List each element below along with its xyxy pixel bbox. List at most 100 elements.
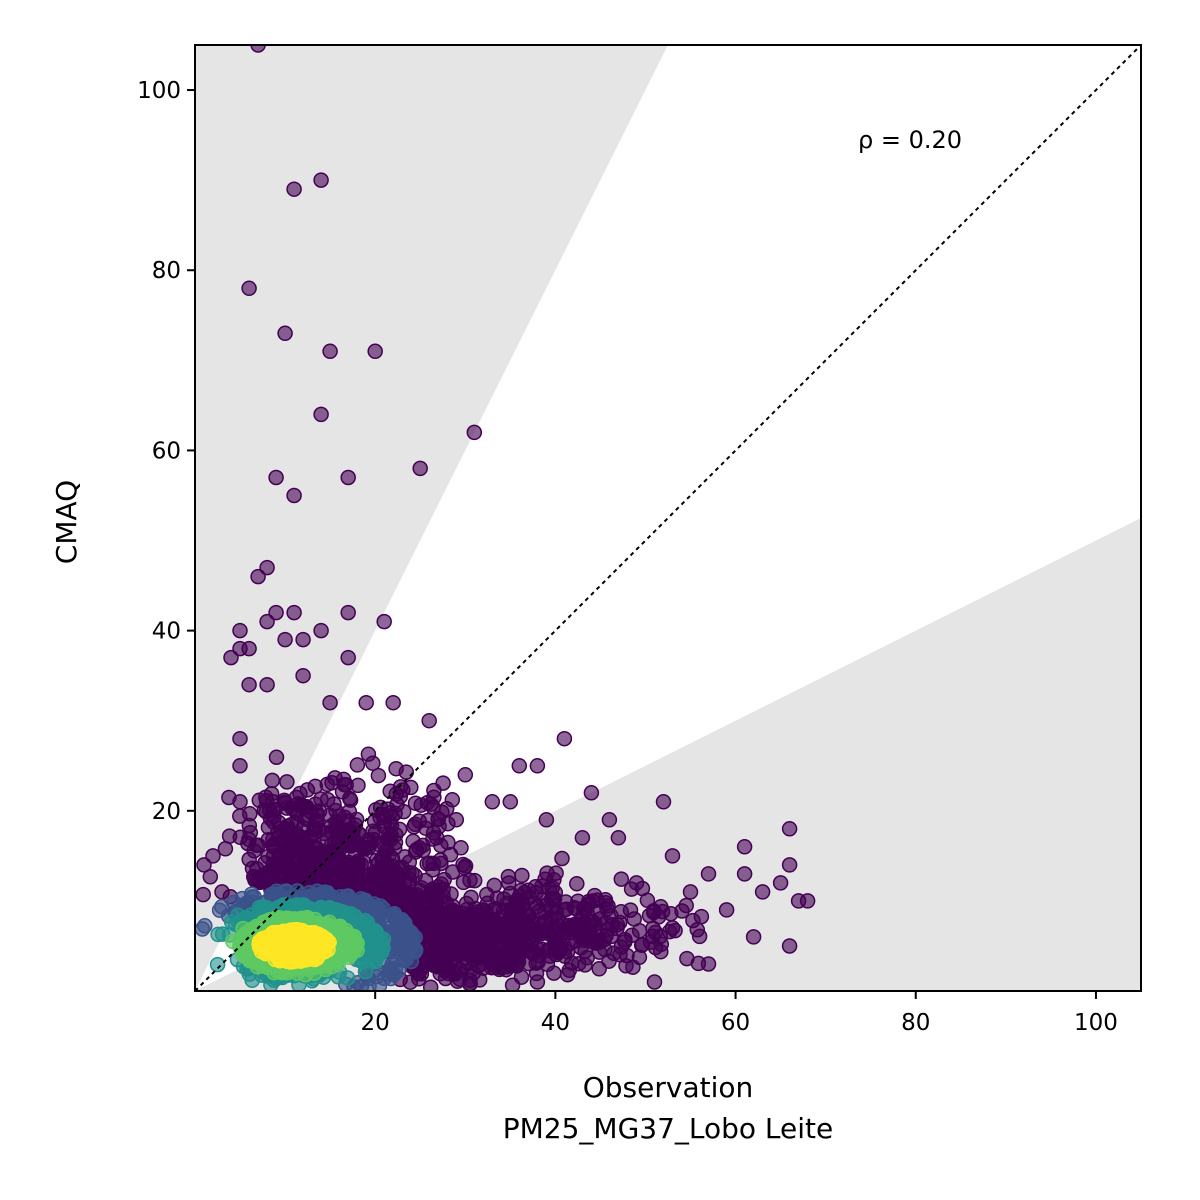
data-point <box>232 622 248 639</box>
shade-upper-region <box>195 45 668 991</box>
x-axis-label: Observation <box>583 1071 754 1104</box>
data-point <box>556 730 573 747</box>
data-point <box>613 871 630 887</box>
data-point <box>232 758 248 774</box>
data-point <box>538 812 555 828</box>
data-point <box>754 884 771 900</box>
data-point <box>279 774 295 790</box>
data-point <box>718 902 735 918</box>
y-axis-label: CMAQ <box>50 480 83 564</box>
data-point <box>554 850 570 867</box>
data-point <box>413 797 429 813</box>
data-point <box>406 819 422 835</box>
data-point <box>745 929 762 945</box>
data-point <box>217 841 234 857</box>
data-point <box>422 979 439 991</box>
data-point <box>195 921 211 937</box>
data-point <box>385 694 401 711</box>
data-point <box>232 808 248 824</box>
one-to-one-line <box>195 45 1141 991</box>
data-point <box>250 45 266 53</box>
y-tick-label: 60 <box>152 438 181 464</box>
data-point <box>376 613 392 630</box>
data-point <box>679 950 695 967</box>
data-point <box>264 772 281 789</box>
data-point <box>626 911 642 927</box>
y-axis-ticks: 20 40 60 80 100 <box>137 78 195 825</box>
data-point <box>287 938 304 954</box>
data-point <box>259 559 275 576</box>
data-point <box>639 892 656 909</box>
data-point <box>781 857 798 873</box>
data-point <box>601 812 618 828</box>
data-point <box>259 613 275 630</box>
y-tick-label: 20 <box>152 799 181 825</box>
data-point <box>195 886 211 903</box>
data-point <box>646 974 663 990</box>
data-point <box>610 830 627 846</box>
data-point <box>502 794 519 810</box>
data-point <box>569 875 585 892</box>
data-point <box>196 857 212 873</box>
data-point <box>295 667 311 684</box>
y-tick-label: 40 <box>152 619 181 645</box>
data-point <box>241 280 257 297</box>
rho-annotation: ρ = 0.20 <box>858 126 962 154</box>
x-axis-ticks: 20 40 60 80 100 <box>361 991 1118 1036</box>
data-point <box>398 764 415 780</box>
plot-frame <box>194 44 1142 992</box>
data-point <box>504 977 521 991</box>
x-tick-label: 60 <box>721 1010 750 1036</box>
data-point <box>340 469 356 486</box>
data-point <box>358 694 374 711</box>
data-point <box>223 649 239 666</box>
y-tick-label: 80 <box>152 258 181 284</box>
data-point <box>685 912 701 929</box>
data-point <box>514 867 530 884</box>
data-point <box>370 767 387 784</box>
x-tick-label: 80 <box>901 1010 930 1036</box>
data-point <box>421 712 437 729</box>
data-point <box>484 794 501 810</box>
data-point <box>682 884 699 900</box>
data-point <box>313 172 329 188</box>
data-point <box>781 938 798 954</box>
data-point <box>623 881 640 897</box>
data-point <box>209 956 226 973</box>
data-point <box>466 424 483 441</box>
data-point <box>277 325 293 342</box>
data-point <box>425 862 441 878</box>
y-tick-label: 100 <box>137 78 181 104</box>
data-point <box>277 631 293 648</box>
data-point <box>457 767 474 783</box>
data-point <box>340 649 356 666</box>
data-point <box>529 758 546 774</box>
data-point <box>268 469 284 486</box>
data-point <box>736 866 753 882</box>
x-tick-label: 40 <box>541 1010 570 1036</box>
data-point <box>455 874 472 891</box>
data-point <box>340 604 356 621</box>
data-point <box>232 730 248 747</box>
data-point <box>349 757 366 773</box>
data-point <box>655 794 672 810</box>
data-point <box>591 961 607 977</box>
data-point <box>772 875 789 891</box>
data-point <box>313 406 329 423</box>
data-point <box>511 758 528 774</box>
data-point <box>365 755 381 771</box>
data-point <box>322 343 338 360</box>
data-point <box>641 907 658 924</box>
data-point <box>241 640 257 657</box>
data-point <box>790 893 807 909</box>
x-tick-label: 100 <box>1074 1010 1118 1036</box>
data-point <box>202 869 219 885</box>
data-point <box>241 676 257 693</box>
data-point <box>268 604 284 621</box>
data-point <box>232 794 248 810</box>
data-point <box>286 487 302 504</box>
data-points <box>195 45 816 991</box>
data-point <box>574 830 591 846</box>
data-point <box>700 866 717 882</box>
